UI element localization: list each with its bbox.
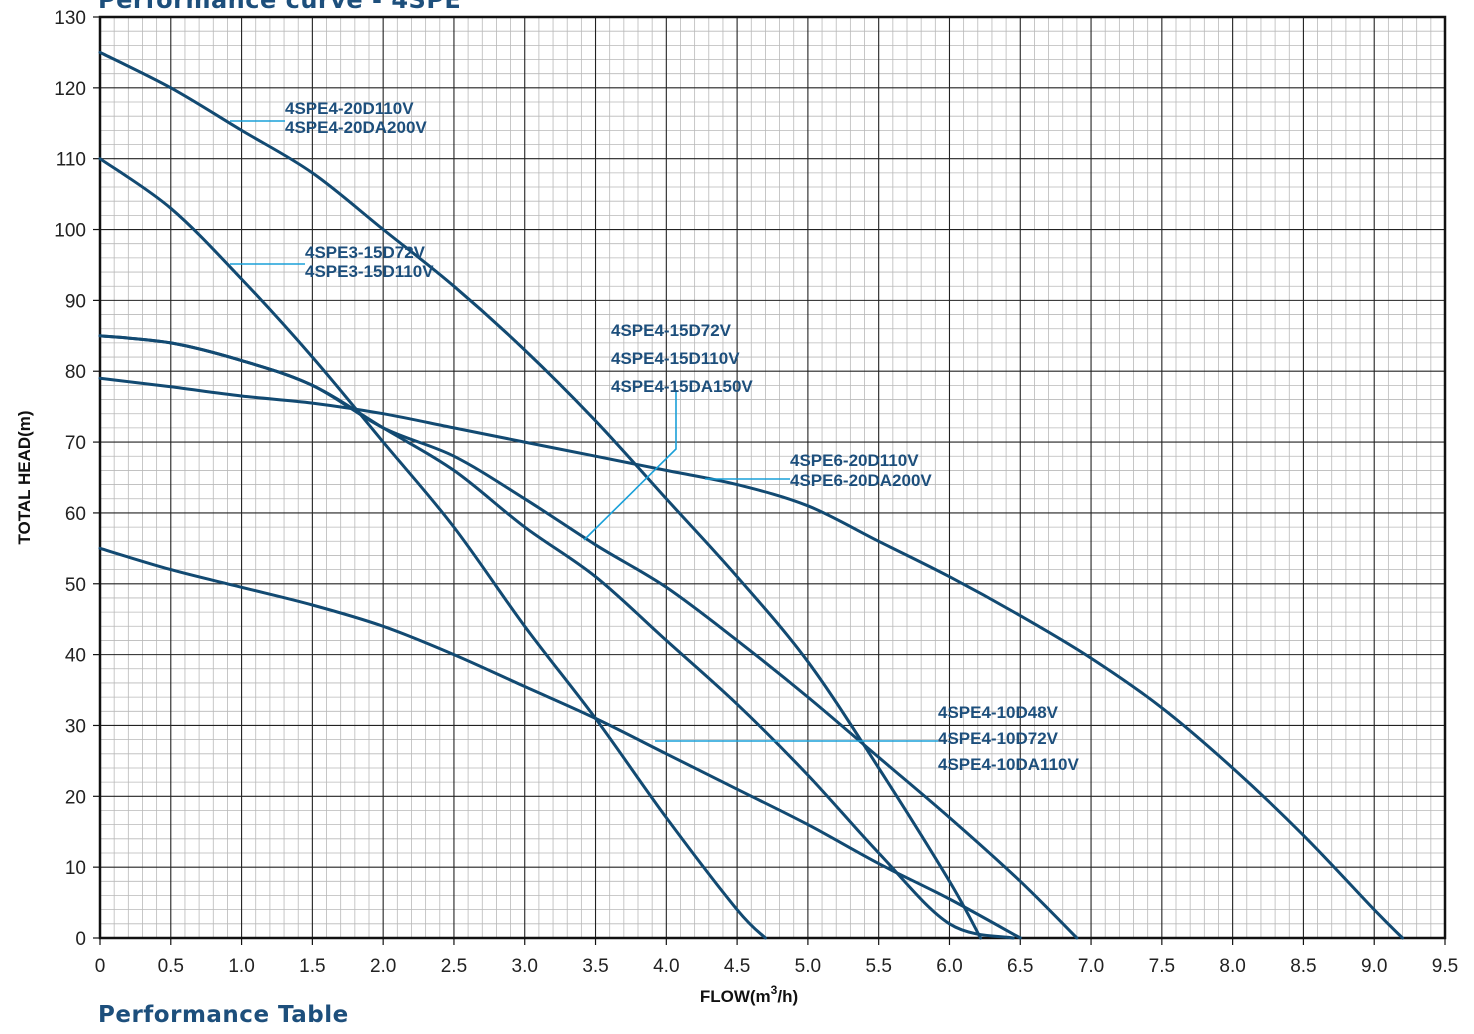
x-tick-label: 1.5	[299, 956, 325, 977]
x-tick-label: 8.5	[1290, 956, 1316, 977]
y-tick-label: 110	[56, 150, 86, 171]
y-tick-label: 70	[65, 433, 86, 454]
curve-4spe4-20d	[98, 50, 983, 940]
y-tick-label: 20	[65, 787, 86, 808]
series-labels: 4SPE4-20D110V4SPE4-20DA200V4SPE3-15D72V4…	[285, 99, 1079, 774]
y-tick-label: 90	[65, 291, 86, 312]
x-tick-label: 0.5	[158, 956, 184, 977]
curve-4spe4-15d	[98, 334, 1079, 940]
minor-grid	[100, 17, 1445, 938]
y-tick-label: 10	[65, 858, 86, 879]
y-tick-label: 60	[65, 504, 86, 525]
x-axis-ticks: 0 0.5 1.0 1.5 2.0 2.5 3.0 3.5 4.0 4.5 5.0 5.5 6.0 6.5…	[95, 938, 1458, 977]
series-label: 4SPE4-10D48V	[938, 703, 1059, 722]
y-tick-label: 130	[54, 8, 86, 29]
y-tick-label: 30	[65, 716, 86, 737]
curve-4spe4-10d	[98, 546, 1022, 940]
y-tick-label: 100	[54, 221, 86, 242]
chart-title: Performance curve - 4SPE	[98, 0, 462, 14]
series-label: 4SPE4-20DA200V	[285, 118, 427, 137]
series-label: 4SPE6-20DA200V	[790, 471, 932, 490]
series-label: 4SPE4-15D72V	[611, 321, 732, 340]
x-tick-label: 6.0	[936, 956, 962, 977]
y-tick-label: 80	[65, 362, 86, 383]
x-tick-label: 5.5	[865, 956, 891, 977]
y-tick-label: 40	[65, 646, 86, 667]
x-tick-label: 4.5	[724, 956, 750, 977]
x-tick-label: 3.5	[582, 956, 608, 977]
x-tick-label: 4.0	[653, 956, 679, 977]
section-heading: Performance Table	[98, 1002, 349, 1028]
y-tick-label: 0	[75, 929, 86, 950]
series-label: 4SPE6-20D110V	[790, 451, 919, 470]
series-label: 4SPE3-15D72V	[305, 243, 426, 262]
x-tick-label: 8.0	[1219, 956, 1245, 977]
y-axis-ticks: 0 10 20 30 40 50 60 70 80 90 100 110 120 130	[54, 8, 100, 950]
series-label: 4SPE4-15D110V	[611, 349, 740, 368]
plot-frame	[98, 15, 1447, 940]
x-tick-label: 5.0	[795, 956, 821, 977]
series-label: 4SPE4-10DA110V	[938, 755, 1079, 774]
y-tick-label: 50	[65, 575, 86, 596]
series-label: 4SPE4-20D110V	[285, 99, 414, 118]
series-label: 4SPE4-10D72V	[938, 729, 1059, 748]
x-tick-label: 9.5	[1432, 956, 1458, 977]
y-tick-label: 120	[54, 79, 86, 100]
curve-group	[98, 50, 1404, 940]
x-tick-label: 3.0	[512, 956, 538, 977]
leader-line	[583, 390, 677, 541]
x-tick-label: 6.5	[1007, 956, 1033, 977]
series-label: 4SPE4-15DA150V	[611, 377, 753, 396]
x-tick-label: 2.5	[441, 956, 467, 977]
x-tick-label: 0	[95, 956, 106, 977]
x-tick-label: 7.5	[1149, 956, 1175, 977]
major-grid	[99, 16, 1446, 939]
leader-lines	[230, 120, 938, 742]
x-tick-label: 1.0	[228, 956, 254, 977]
x-tick-label: 9.0	[1361, 956, 1387, 977]
x-tick-label: 2.0	[370, 956, 396, 977]
series-label: 4SPE3-15D110V	[305, 262, 434, 281]
x-axis-title: FLOW(m3/h)	[700, 983, 798, 1006]
y-axis-title: TOTAL HEAD(m)	[15, 410, 34, 544]
curve-4spe3-15d	[98, 157, 767, 940]
curve-4spe4-10d-steep	[98, 334, 1015, 940]
x-tick-label: 7.0	[1078, 956, 1104, 977]
curve-4spe6-20d	[98, 376, 1404, 940]
